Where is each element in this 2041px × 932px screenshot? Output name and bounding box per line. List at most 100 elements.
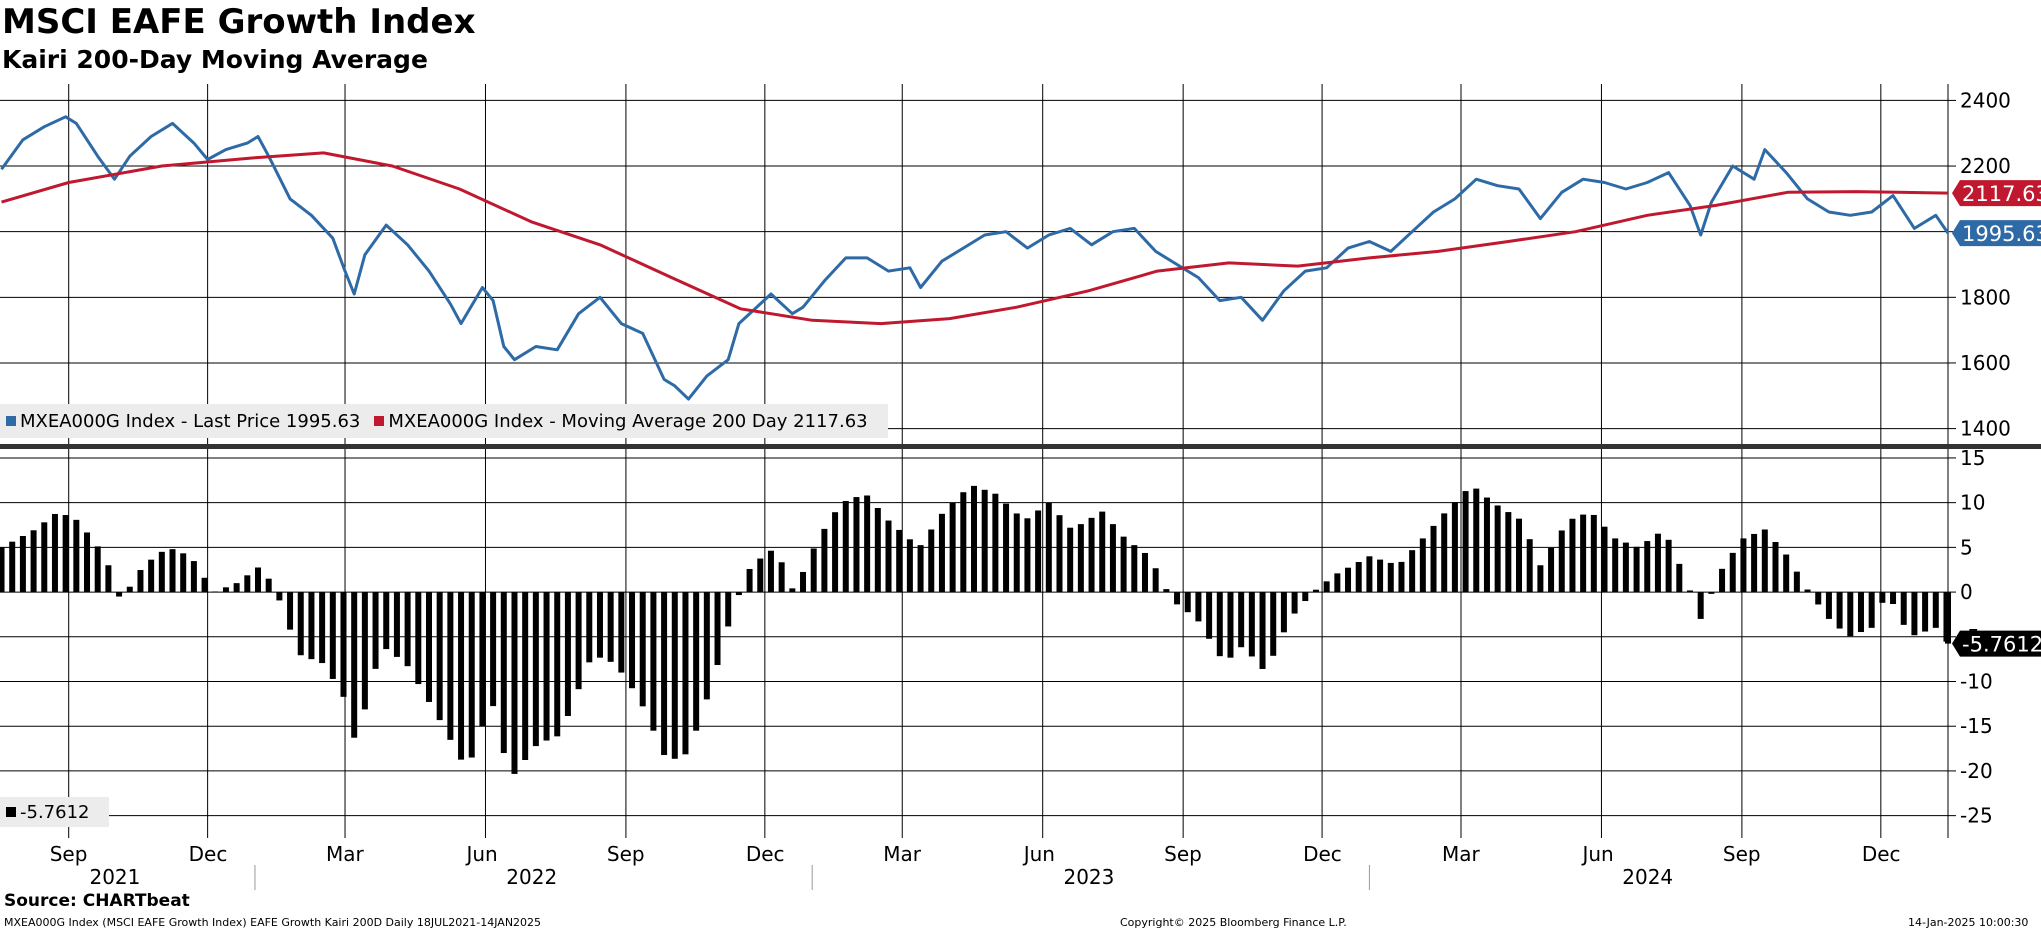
kairi-bar-149 [1590,514,1597,593]
kairi-bar-138 [1473,488,1480,593]
kairi-bar-167 [1783,554,1790,593]
kairi-bar-165 [1761,529,1768,593]
kairi-bar-177 [1890,592,1897,605]
kairi-bar-25 [265,578,272,593]
kairi-bar-157 [1676,563,1683,593]
kairi-bar-12 [126,586,133,593]
kairi-bar-29 [308,592,315,660]
chart-subtitle: Kairi 200-Day Moving Average [2,45,428,74]
kairi-bar-154 [1644,541,1651,593]
last-value-label-0: 2117.63 [1962,182,2041,206]
kairi-bar-97 [1035,510,1042,593]
kairi-bar-129 [1377,559,1384,593]
kairi-bar-38 [404,592,411,667]
kairi-bar-last [1945,592,1951,644]
kairi-bar-104 [1109,524,1116,593]
kairi-bar-9 [94,546,101,593]
kairi-bar-176 [1879,592,1886,603]
series-line-1 [1,151,1949,326]
last-value-label-1: 1995.63 [1962,222,2041,246]
x-month-label-6: Mar [883,842,922,866]
kairi-bar-42 [447,592,454,740]
kairi-bar-32 [340,592,347,697]
kairi-bar-68 [725,592,732,627]
kairi-bar-10 [105,565,112,593]
kairi-bar-133 [1419,538,1426,593]
kairi-bar-51 [543,592,550,741]
kairi-bar-85 [906,539,913,593]
kairi-bar-91 [971,485,977,593]
kairi-bar-53 [564,592,571,716]
kairi-bar-28 [297,592,304,656]
kairi-bar-63 [671,592,678,759]
x-month-label-5: Dec [746,842,785,866]
kairi-bar-2 [19,535,26,593]
kairi-bar-171 [1825,592,1832,619]
kairi-bar-102 [1088,517,1095,593]
kairi-bar-64 [682,592,689,755]
kairi-tick-label-0: 15 [1960,446,1985,470]
kairi-bar-109 [1163,589,1170,593]
kairi-bar-144 [1537,565,1544,593]
kairi-bar-164 [1751,533,1758,593]
kairi-bar-54 [575,592,582,690]
kairi-bar-99 [1056,515,1063,593]
kairi-bar-37 [393,592,400,657]
kairi-bar-13 [137,570,144,593]
legend-item-last-price: MXEA000G Index - Last Price 1995.63 [6,411,360,432]
x-month-label-4: Sep [607,842,645,866]
kairi-bar-139 [1483,497,1490,593]
legend-swatch-kairi [6,807,16,817]
kairi-bar-48 [511,592,518,774]
price-tick-label-2: 1800 [1960,285,2011,309]
kairi-bar-67 [714,592,721,665]
kairi-bar-178 [1900,592,1907,625]
kairi-bar-8 [84,532,91,593]
kairi-bar-19 [201,577,208,593]
kairi-bar-65 [693,592,700,731]
kairi-bar-123 [1312,589,1319,593]
kairi-bar-15 [158,551,165,593]
kairi-last-value-label: -5.7612 [1962,633,2041,657]
footer-description: MXEA000G Index (MSCI EAFE Growth Index) … [4,916,542,929]
kairi-tick-label-1: 10 [1960,491,1985,515]
kairi-bar-174 [1857,592,1864,633]
price-tick-label-1: 1600 [1960,351,2011,375]
kairi-bar-81 [864,495,871,593]
kairi-bar-90 [960,492,967,593]
kairi-bar-127 [1355,562,1362,593]
legend-swatch-moving-average [374,416,385,426]
kairi-bar-107 [1141,552,1148,593]
footer-timestamp: 14-Jan-2025 10:00:30 [1908,916,2029,929]
kairi-bar-173 [1847,592,1854,637]
kairi-legend: -5.7612 [0,797,110,827]
kairi-bar-72 [767,550,774,593]
kairi-bar-82 [874,508,881,593]
kairi-bar-21 [222,587,229,593]
x-year-label-3: 2024 [1622,865,1673,889]
x-month-label-2: Mar [326,842,365,866]
kairi-bar-52 [554,592,561,737]
kairi-bar-77 [821,528,828,593]
kairi-bar-121 [1291,592,1298,614]
kairi-bar-41 [436,592,443,721]
kairi-bar-168 [1793,571,1800,593]
kairi-bar-35 [372,592,379,669]
kairi-bar-87 [928,529,935,593]
kairi-bar-18 [190,561,197,593]
kairi-bar-132 [1409,550,1416,593]
kairi-bar-179 [1911,592,1918,636]
kairi-bar-170 [1815,592,1822,605]
kairi-bar-84 [896,529,903,593]
kairi-bar-103 [1099,511,1106,593]
kairi-bar-113 [1206,592,1213,639]
kairi-bar-45 [479,592,486,727]
kairi-bar-30 [319,592,326,664]
x-month-label-11: Jun [1580,842,1613,866]
kairi-bar-130 [1387,562,1394,593]
kairi-bar-131 [1398,561,1405,593]
kairi-bar-60 [639,592,646,707]
kairi-bar-110 [1174,592,1181,605]
kairi-bar-80 [853,497,860,593]
